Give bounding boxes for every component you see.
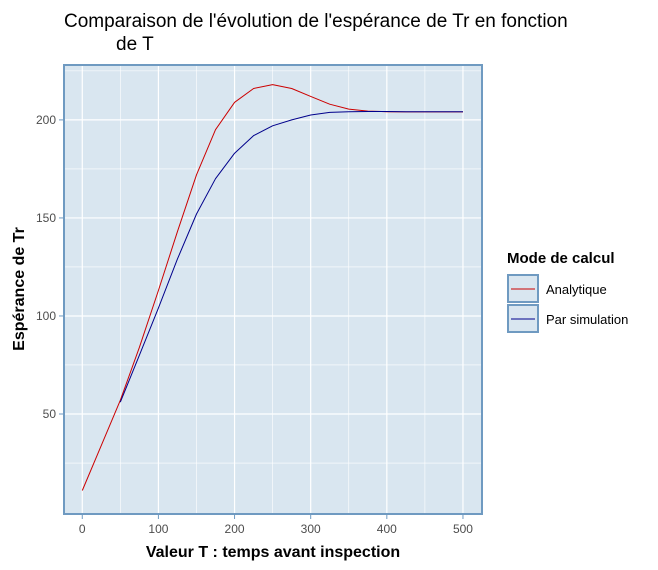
x-tick-label: 500 <box>453 522 473 536</box>
y-axis-title: Espérance de Tr <box>11 227 28 351</box>
y-tick-label: 150 <box>36 211 56 225</box>
x-axis: 0 100 200 300 400 500 <box>79 515 473 536</box>
grid-major <box>64 65 482 514</box>
legend-label-simulation: Par simulation <box>546 312 628 327</box>
series-layer <box>81 84 463 491</box>
x-tick-label: 200 <box>225 522 245 536</box>
y-axis: 50 100 150 200 <box>36 113 63 421</box>
y-tick-label: 100 <box>36 309 56 323</box>
chart-title-line2: de T <box>116 34 154 55</box>
y-tick-label: 50 <box>43 407 57 421</box>
plot-panel <box>64 65 482 514</box>
y-tick-label: 200 <box>36 113 56 127</box>
x-tick-label: 400 <box>377 522 397 536</box>
legend-label-analytique: Analytique <box>546 282 607 297</box>
legend-title: Mode de calcul <box>507 250 615 267</box>
chart-title-line1: Comparaison de l'évolution de l'espéranc… <box>64 11 568 32</box>
grid-minor <box>64 65 482 514</box>
series-line-simulation <box>119 111 463 403</box>
x-tick-label: 100 <box>148 522 168 536</box>
x-tick-label: 300 <box>301 522 321 536</box>
plot-panel-border <box>63 64 483 515</box>
x-axis-title: Valeur T : temps avant inspection <box>146 544 400 561</box>
legend: Mode de calcul Analytique Par simulation <box>507 250 628 333</box>
x-tick-label: 0 <box>79 522 86 536</box>
